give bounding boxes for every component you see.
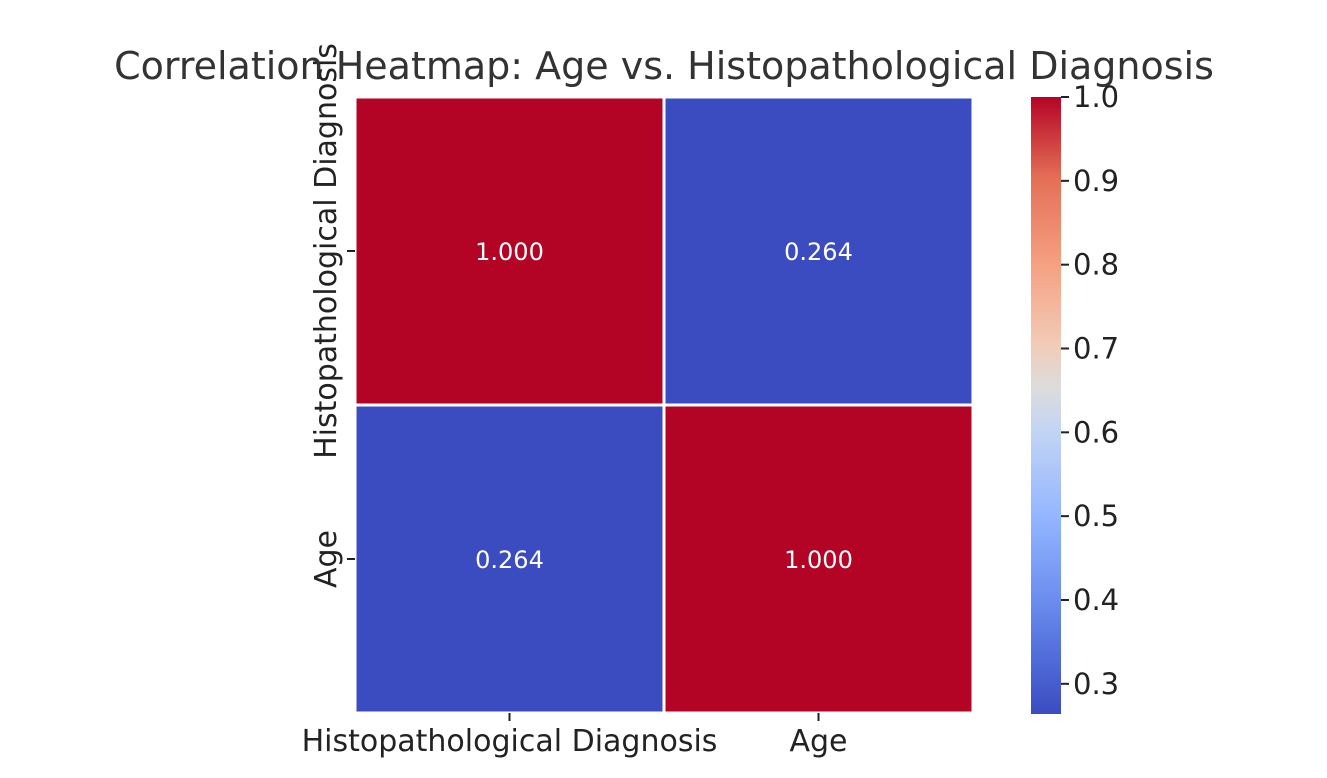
row-label: Age	[309, 530, 344, 588]
colorbar-tick-label: 0.5	[1073, 499, 1119, 533]
cell-value-label: 1.000	[475, 238, 544, 266]
colorbar-tick-label: 1.0	[1073, 80, 1119, 114]
colorbar-tick-label: 0.3	[1073, 667, 1119, 701]
colorbar-tick-label: 0.8	[1073, 248, 1119, 282]
heatmap-cells: 1.000 0.264 0.264 1.000	[353, 95, 975, 715]
chart-title: Correlation Heatmap: Age vs. Histopathol…	[114, 44, 1214, 88]
heatmap-cell-1-0	[353, 403, 666, 715]
row-label: Histopathological Diagnosis	[309, 43, 344, 459]
heatmap-cell-1-1	[662, 403, 975, 715]
heatmap-cell-0-0	[353, 95, 666, 407]
colorbar-tick-label: 0.9	[1073, 164, 1119, 198]
heatmap-cell-0-1	[662, 95, 975, 407]
cell-value-label: 1.000	[784, 546, 853, 574]
colorbar-tick-label: 0.6	[1073, 415, 1119, 449]
colorbar: 0.3 0.4 0.5 0.6 0.7 0.8 0.9 1.0	[1031, 80, 1119, 714]
cell-value-label: 0.264	[475, 546, 544, 574]
colorbar-gradient	[1031, 97, 1061, 714]
colorbar-tick-label: 0.4	[1073, 583, 1119, 617]
row-labels: Histopathological Diagnosis Age	[309, 43, 355, 588]
column-labels: Histopathological Diagnosis Age	[302, 713, 848, 759]
cell-value-label: 0.264	[784, 238, 853, 266]
colorbar-tick-label: 0.7	[1073, 331, 1119, 365]
column-label: Age	[789, 724, 847, 759]
colorbar-ticks: 0.3 0.4 0.5 0.6 0.7 0.8 0.9 1.0	[1061, 80, 1119, 701]
column-label: Histopathological Diagnosis	[302, 724, 718, 759]
